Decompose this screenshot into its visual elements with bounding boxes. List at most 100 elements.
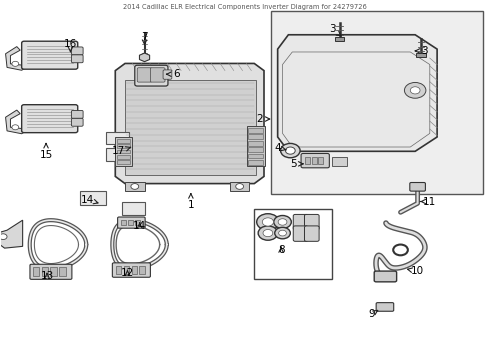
FancyBboxPatch shape xyxy=(293,215,307,230)
Text: 14: 14 xyxy=(81,195,98,205)
Polygon shape xyxy=(277,35,436,151)
FancyBboxPatch shape xyxy=(409,183,425,191)
Bar xyxy=(248,141,263,145)
Bar xyxy=(271,12,483,194)
Bar xyxy=(248,160,263,165)
Text: 7: 7 xyxy=(141,32,147,45)
Text: 13: 13 xyxy=(41,271,54,281)
Text: 9: 9 xyxy=(367,310,377,319)
FancyBboxPatch shape xyxy=(112,263,150,277)
Bar xyxy=(331,157,346,166)
Circle shape xyxy=(278,219,286,225)
Circle shape xyxy=(263,229,272,237)
FancyBboxPatch shape xyxy=(21,41,78,69)
Text: 15: 15 xyxy=(40,144,53,160)
Text: 12: 12 xyxy=(121,268,134,278)
Circle shape xyxy=(262,218,273,226)
Text: 16: 16 xyxy=(63,39,77,52)
Text: 1: 1 xyxy=(187,194,194,210)
Text: 10: 10 xyxy=(407,266,423,276)
Text: 3: 3 xyxy=(414,46,427,56)
Circle shape xyxy=(409,87,419,94)
Bar xyxy=(246,126,265,166)
FancyBboxPatch shape xyxy=(30,264,72,279)
Text: 2014 Cadillac ELR Electrical Components Inverter Diagram for 24279726: 2014 Cadillac ELR Electrical Components … xyxy=(122,4,366,10)
FancyBboxPatch shape xyxy=(21,105,78,133)
Text: 5: 5 xyxy=(289,159,303,169)
Bar xyxy=(248,154,263,158)
Bar xyxy=(415,53,425,57)
Circle shape xyxy=(273,216,291,228)
Bar xyxy=(59,267,65,276)
Circle shape xyxy=(258,226,277,240)
Polygon shape xyxy=(139,53,149,62)
FancyBboxPatch shape xyxy=(71,47,83,55)
Bar xyxy=(80,191,105,205)
Polygon shape xyxy=(5,46,26,70)
Circle shape xyxy=(12,61,19,66)
Bar xyxy=(254,209,331,279)
Bar xyxy=(248,134,263,139)
Text: 6: 6 xyxy=(166,69,179,79)
Bar xyxy=(105,132,129,144)
Bar xyxy=(318,157,323,164)
FancyBboxPatch shape xyxy=(304,226,319,241)
Bar xyxy=(334,37,344,41)
FancyBboxPatch shape xyxy=(137,68,152,82)
Bar xyxy=(123,266,129,274)
Polygon shape xyxy=(115,63,264,184)
FancyBboxPatch shape xyxy=(135,65,167,86)
Bar xyxy=(125,182,144,191)
Circle shape xyxy=(278,230,286,236)
Circle shape xyxy=(285,147,295,154)
Bar xyxy=(248,128,263,133)
Bar xyxy=(248,147,263,152)
Bar xyxy=(105,148,129,161)
Bar xyxy=(128,220,133,225)
FancyBboxPatch shape xyxy=(118,217,145,228)
Circle shape xyxy=(131,184,139,189)
FancyBboxPatch shape xyxy=(150,68,164,82)
Text: 3: 3 xyxy=(328,24,341,36)
FancyBboxPatch shape xyxy=(71,118,83,126)
Bar xyxy=(135,220,140,225)
Bar xyxy=(139,266,145,274)
FancyBboxPatch shape xyxy=(304,215,319,230)
Circle shape xyxy=(274,227,290,239)
Circle shape xyxy=(0,234,7,239)
Circle shape xyxy=(280,143,300,158)
Circle shape xyxy=(12,125,19,130)
Text: 11: 11 xyxy=(420,197,435,207)
Bar xyxy=(125,80,255,175)
FancyBboxPatch shape xyxy=(373,271,396,282)
Polygon shape xyxy=(0,220,22,248)
FancyBboxPatch shape xyxy=(71,55,83,63)
Bar xyxy=(117,160,130,164)
Bar xyxy=(121,220,126,225)
Circle shape xyxy=(235,184,243,189)
Bar xyxy=(33,267,39,276)
FancyBboxPatch shape xyxy=(293,226,307,241)
Text: 8: 8 xyxy=(277,245,284,255)
Bar xyxy=(117,144,130,148)
Text: 4: 4 xyxy=(274,143,286,153)
Circle shape xyxy=(404,82,425,98)
Bar xyxy=(131,266,137,274)
Bar xyxy=(117,149,130,153)
Circle shape xyxy=(256,214,279,230)
Bar xyxy=(117,139,130,143)
FancyBboxPatch shape xyxy=(163,70,171,79)
FancyBboxPatch shape xyxy=(71,111,83,118)
Bar xyxy=(122,202,145,215)
Bar xyxy=(41,267,48,276)
Bar xyxy=(116,266,121,274)
Text: 2: 2 xyxy=(255,114,269,124)
Bar xyxy=(117,155,130,159)
Bar xyxy=(229,182,249,191)
Bar xyxy=(115,137,132,166)
Polygon shape xyxy=(5,110,26,134)
Bar xyxy=(311,157,316,164)
FancyBboxPatch shape xyxy=(375,303,393,311)
Bar xyxy=(305,157,310,164)
Text: 17: 17 xyxy=(112,146,131,156)
